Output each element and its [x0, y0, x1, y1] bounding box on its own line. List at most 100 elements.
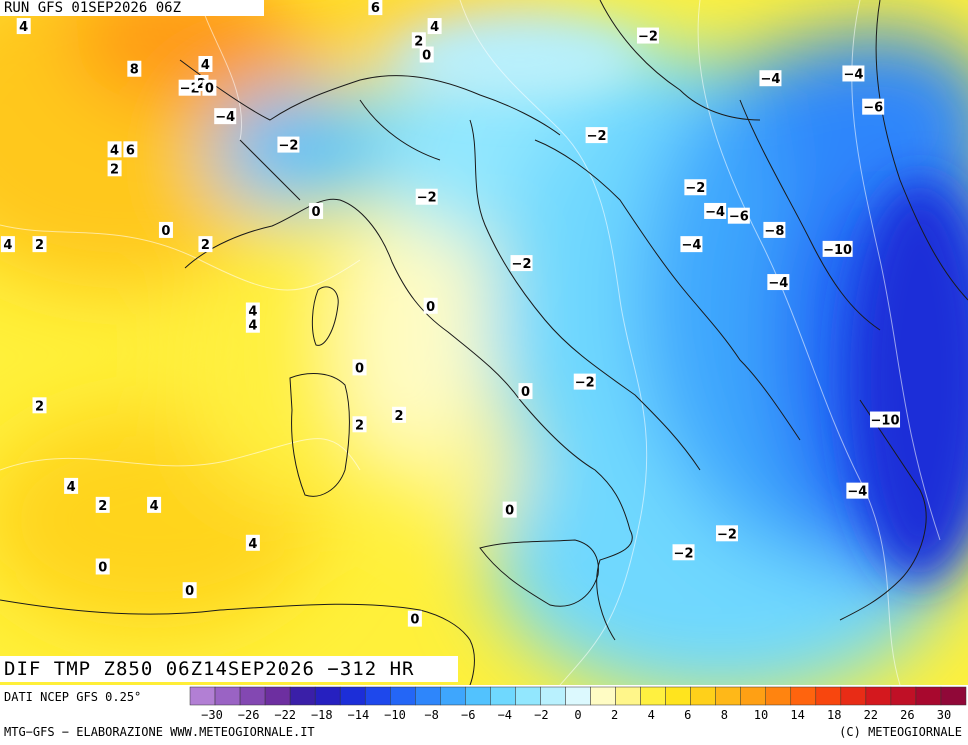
- contour-label-box: [32, 236, 47, 253]
- contour-label-box: [95, 558, 110, 575]
- contour-label-text: −4: [847, 485, 867, 500]
- contour-label-text: 4: [150, 499, 159, 514]
- contour-label-box: [518, 383, 533, 400]
- contour-label: −4: [842, 65, 865, 82]
- legend-swatch: [890, 686, 917, 706]
- contour-label-box: [411, 32, 426, 49]
- legend-swatch: [440, 686, 466, 706]
- contour-label-text: −4: [760, 72, 780, 87]
- contour-label-box: [147, 496, 162, 513]
- contour-label-text: 4: [201, 58, 210, 73]
- contour-label: −2: [573, 373, 596, 391]
- contour-label-text: 6: [126, 143, 135, 158]
- contour-label: 0: [407, 610, 422, 628]
- contour-label: 0: [502, 501, 517, 519]
- contour-label-box: [407, 610, 422, 627]
- contour-label-box: [245, 316, 260, 333]
- contour-label-text: 8: [130, 63, 139, 78]
- contour-label-text: 2: [414, 34, 423, 49]
- contour-label-box: [842, 65, 865, 82]
- contour-label-box: [245, 534, 260, 551]
- contour-label-text: 2: [35, 238, 44, 253]
- contour-label-text: 0: [205, 82, 214, 97]
- legend-swatch: [715, 686, 741, 706]
- contour-label: −4: [767, 274, 790, 291]
- contour-label-box: [502, 501, 517, 518]
- contour-label-box: [704, 202, 727, 219]
- contour-label-box: [510, 255, 533, 272]
- legend-tick-label: 2: [611, 708, 618, 722]
- contour-label-box: [680, 236, 703, 253]
- footer-credit: MTG−GFS − ELABORAZIONE WWW.METEOGIORNALE…: [4, 725, 315, 739]
- contour-label: 4: [198, 55, 213, 73]
- contour-label-text: −6: [863, 101, 883, 116]
- contour-label: −4: [680, 236, 703, 253]
- legend-swatch: [264, 686, 291, 706]
- contour-label: 0: [158, 221, 173, 239]
- field-title: DIF TMP Z850 06Z14SEP2026 −312 HR: [0, 656, 458, 682]
- legend-swatch: [339, 686, 366, 706]
- contour-label-text: −8: [764, 224, 784, 239]
- contour-label: 2: [107, 160, 122, 177]
- contour-label-text: −2: [278, 139, 298, 154]
- contour-label-box: [198, 55, 213, 72]
- legend-swatch: [840, 686, 867, 706]
- contour-label: 0: [182, 582, 197, 599]
- contour-label-text: 0: [521, 385, 530, 400]
- legend-swatch: [790, 686, 817, 706]
- legend-tick-label: 22: [864, 708, 878, 722]
- contour-label-text: −10: [871, 414, 900, 429]
- legend-tick-label: 8: [721, 708, 728, 722]
- contour-label: 2: [95, 496, 110, 514]
- contour-label: 6: [368, 0, 383, 16]
- contour-label: 4: [147, 496, 162, 514]
- contour-label-text: 4: [3, 238, 12, 253]
- contour-label-text: 6: [371, 1, 380, 16]
- legend-swatch: [915, 686, 942, 706]
- legend-swatch: [865, 686, 892, 706]
- footer-copyright: (C) METEOGIORNALE: [839, 725, 962, 739]
- legend-swatch: [289, 686, 316, 706]
- contour-label: −4: [759, 70, 782, 87]
- legend-swatch: [239, 686, 266, 706]
- contour-label-box: [636, 27, 659, 44]
- contour-label-text: −2: [575, 376, 595, 391]
- legend-swatch: [465, 686, 491, 706]
- legend-tick-label: 18: [827, 708, 841, 722]
- legend-swatch: [590, 686, 616, 706]
- contour-label-box: [16, 18, 31, 35]
- contour-label-text: 0: [355, 361, 364, 376]
- legend-tick-label: 10: [754, 708, 768, 722]
- contour-label: −2: [277, 136, 300, 154]
- contour-label: 4: [427, 18, 442, 35]
- legend-tick-label: −14: [348, 708, 370, 722]
- contour-label: 2: [198, 236, 213, 253]
- contour-label-box: [727, 207, 750, 224]
- legend-swatch: [665, 686, 691, 706]
- contour-label-text: 2: [395, 409, 404, 424]
- contour-label-box: [214, 108, 237, 125]
- contour-label-box: [419, 46, 434, 63]
- contour-label: −2: [672, 544, 695, 561]
- contour-label-text: −2: [717, 527, 737, 542]
- contour-label: 4: [0, 236, 15, 253]
- legend-tick-label: 14: [790, 708, 804, 722]
- legend-tick-labels: −30 −26 −22 −18 −14 −10 −8 −6 −4 −2 0 2 4 6 8 10 14 18 22 2…: [201, 708, 951, 722]
- contour-label-box: [107, 141, 122, 158]
- contour-label-text: 4: [19, 20, 28, 35]
- contour-label: 0: [518, 383, 533, 400]
- contour-label: −4: [214, 108, 237, 125]
- contour-label-text: −4: [681, 238, 701, 253]
- contour-label: 2: [392, 406, 407, 424]
- legend-swatch: [364, 686, 391, 706]
- legend-swatch: [765, 686, 792, 706]
- contour-label-text: 0: [505, 504, 514, 519]
- anomaly-core: [400, 25, 968, 580]
- contour-label: 4: [16, 18, 31, 35]
- contour-label: 0: [419, 46, 434, 64]
- contour-label-box: [182, 582, 197, 599]
- contour-label-box: [573, 373, 596, 390]
- contour-label-box: [423, 297, 438, 314]
- contour-label-text: 4: [248, 537, 257, 552]
